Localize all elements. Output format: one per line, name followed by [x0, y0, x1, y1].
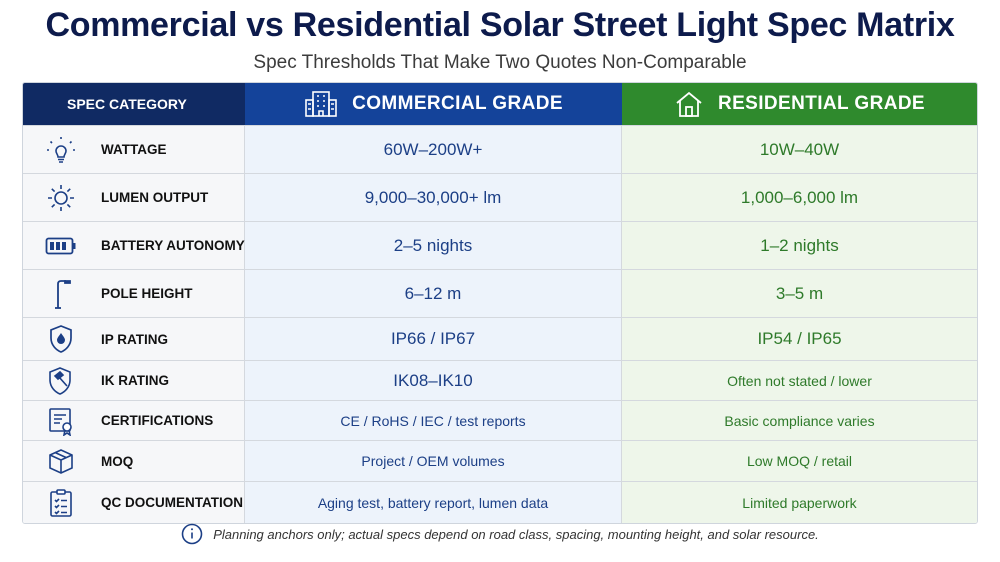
- footer-note: Planning anchors only; actual specs depe…: [0, 523, 1000, 545]
- table-header-row: SPEC CATEGORY COMMERCIAL GRADE R: [23, 83, 977, 125]
- spec-matrix-table: SPEC CATEGORY COMMERCIAL GRADE R: [22, 82, 978, 524]
- footer-note-text: Planning anchors only; actual specs depe…: [213, 526, 819, 542]
- street-pole-icon: [45, 278, 77, 310]
- spec-cell: IP RATING: [23, 318, 245, 360]
- spec-label: IK RATING: [101, 373, 169, 388]
- certificate-icon: [45, 405, 77, 437]
- table-row: QC DOCUMENTATION Aging test, battery rep…: [23, 481, 977, 523]
- spec-cell: MOQ: [23, 441, 245, 481]
- table-row: POLE HEIGHT 6–12 m 3–5 m: [23, 269, 977, 317]
- spec-cell: IK RATING: [23, 361, 245, 400]
- battery-icon: [45, 230, 77, 262]
- table-row: BATTERY AUTONOMY 2–5 nights 1–2 nights: [23, 221, 977, 269]
- lightbulb-icon: [45, 134, 77, 166]
- header-spec-category: SPEC CATEGORY: [23, 83, 245, 125]
- spec-cell: QC DOCUMENTATION: [23, 482, 245, 523]
- sun-icon: [45, 182, 77, 214]
- hammer-shield-icon: [45, 365, 77, 397]
- table-row: MOQ Project / OEM volumes Low MOQ / reta…: [23, 440, 977, 481]
- table-row: IP RATING IP66 / IP67 IP54 / IP65: [23, 317, 977, 360]
- spec-label: MOQ: [101, 453, 134, 469]
- residential-value: 1–2 nights: [622, 222, 977, 269]
- commercial-value: CE / RoHS / IEC / test reports: [245, 401, 622, 440]
- residential-value: 10W–40W: [622, 126, 977, 173]
- box-icon: [45, 445, 77, 477]
- spec-cell: WATTAGE: [23, 126, 245, 173]
- page-title: Commercial vs Residential Solar Street L…: [45, 6, 955, 44]
- commercial-value: Project / OEM volumes: [245, 441, 622, 481]
- table-row: IK RATING IK08–IK10 Often not stated / l…: [23, 360, 977, 400]
- info-icon: [181, 523, 203, 545]
- header-residential-grade: RESIDENTIAL GRADE: [622, 83, 977, 125]
- spec-label: CERTIFICATIONS: [101, 413, 214, 428]
- commercial-value: Aging test, battery report, lumen data: [245, 482, 622, 523]
- spec-cell: CERTIFICATIONS: [23, 401, 245, 440]
- table-row: WATTAGE 60W–200W+ 10W–40W: [23, 125, 977, 173]
- checklist-icon: [45, 487, 77, 519]
- residential-value: Often not stated / lower: [622, 361, 977, 400]
- commercial-value: 6–12 m: [245, 270, 622, 317]
- spec-label: BATTERY AUTONOMY: [101, 238, 245, 253]
- water-shield-icon: [45, 323, 77, 355]
- spec-cell: POLE HEIGHT: [23, 270, 245, 317]
- residential-value: 3–5 m: [622, 270, 977, 317]
- header-commercial-label: COMMERCIAL GRADE: [352, 93, 563, 114]
- residential-value: Limited paperwork: [622, 482, 977, 523]
- spec-label: WATTAGE: [101, 142, 167, 157]
- spec-cell: LUMEN OUTPUT: [23, 174, 245, 221]
- commercial-value: 9,000–30,000+ lm: [245, 174, 622, 221]
- spec-cell: BATTERY AUTONOMY: [23, 222, 245, 269]
- table-row: LUMEN OUTPUT 9,000–30,000+ lm 1,000–6,00…: [23, 173, 977, 221]
- commercial-value: 60W–200W+: [245, 126, 622, 173]
- office-building-icon: [304, 90, 338, 118]
- residential-value: IP54 / IP65: [622, 318, 977, 360]
- house-icon: [674, 90, 704, 118]
- commercial-value: IP66 / IP67: [245, 318, 622, 360]
- residential-value: Low MOQ / retail: [622, 441, 977, 481]
- spec-label: LUMEN OUTPUT: [101, 190, 209, 205]
- spec-label: POLE HEIGHT: [101, 286, 193, 301]
- header-commercial-grade: COMMERCIAL GRADE: [245, 83, 622, 125]
- page-subtitle: Spec Thresholds That Make Two Quotes Non…: [253, 52, 747, 73]
- table-row: CERTIFICATIONS CE / RoHS / IEC / test re…: [23, 400, 977, 440]
- residential-value: 1,000–6,000 lm: [622, 174, 977, 221]
- header-residential-label: RESIDENTIAL GRADE: [717, 93, 926, 114]
- spec-label: IP RATING: [101, 331, 169, 347]
- commercial-value: IK08–IK10: [245, 361, 622, 400]
- spec-label: QC DOCUMENTATION: [101, 495, 243, 510]
- residential-value: Basic compliance varies: [622, 401, 977, 440]
- commercial-value: 2–5 nights: [245, 222, 622, 269]
